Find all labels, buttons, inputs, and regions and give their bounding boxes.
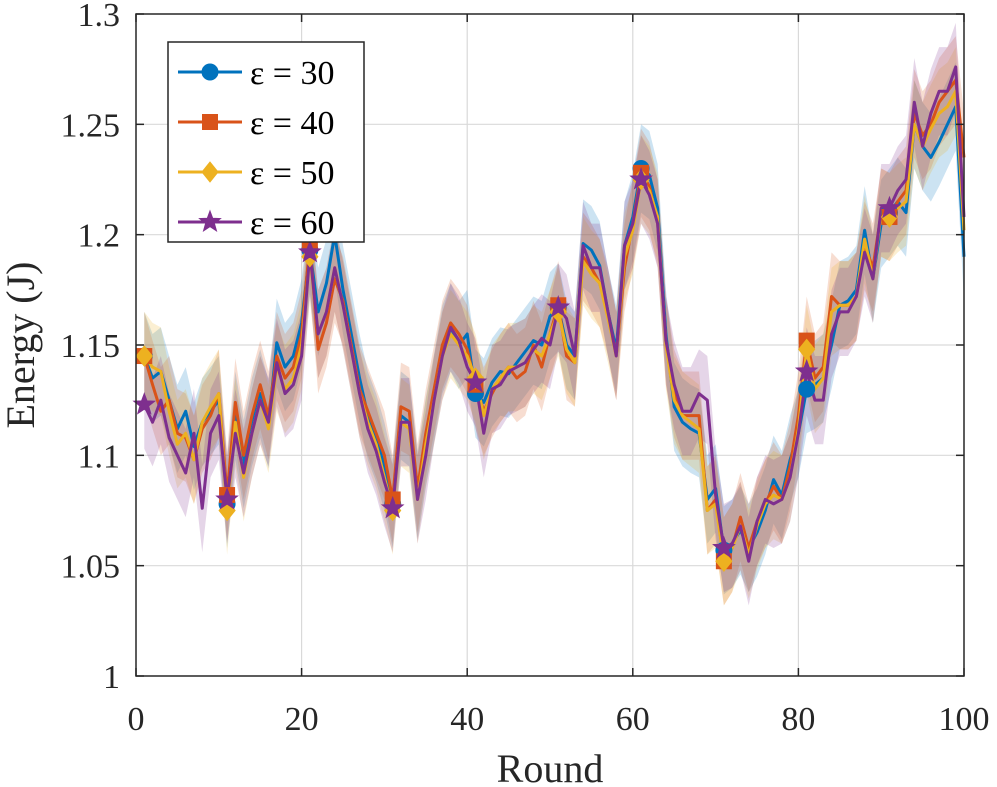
series-marker-1 (798, 380, 816, 398)
series-marker-3 (715, 550, 733, 573)
y-tick-label: 1.1 (78, 438, 121, 475)
y-axis-label: Energy (J) (0, 262, 43, 429)
series-marker-3 (135, 345, 153, 367)
legend-marker-3 (201, 161, 219, 183)
x-tick-label: 40 (450, 701, 484, 738)
y-tick-label: 1.3 (78, 0, 121, 34)
legend-marker-4 (198, 209, 222, 233)
legend: ε = 30 ε = 40 ε = 50 ε = 60 (167, 41, 365, 243)
series-marker-4 (794, 359, 819, 382)
y-tick-label: 1.15 (61, 328, 121, 365)
y-tick-label: 1 (103, 659, 120, 696)
legend-marker-1 (201, 63, 219, 81)
series-marker-4 (298, 239, 322, 263)
series-marker-4 (380, 495, 405, 519)
y-tick-label: 1.25 (61, 107, 121, 144)
x-tick-label: 100 (939, 701, 990, 738)
series-marker-4 (629, 167, 653, 190)
y-tick-label: 1.2 (78, 218, 121, 255)
legend-box (167, 41, 365, 243)
series-marker-4 (546, 295, 571, 318)
series-marker-4 (215, 487, 239, 510)
series-markers (132, 159, 902, 573)
y-tick-label: 1.05 (61, 549, 121, 586)
x-tick-label: 80 (781, 701, 815, 738)
legend-label-3: ε = 50 (250, 155, 334, 192)
legend-label-4: ε = 60 (250, 205, 334, 242)
legend-label-1: ε = 30 (250, 55, 334, 92)
x-tick-label: 0 (128, 701, 145, 738)
series-marker-4 (877, 195, 902, 219)
legend-marker-2 (202, 114, 218, 130)
series-marker-4 (712, 535, 736, 559)
legend-label-2: ε = 40 (250, 105, 334, 142)
x-tick-label: 60 (616, 701, 650, 738)
series-marker-4 (463, 370, 488, 393)
axis-ticks: 0 20 40 60 80 100 1 1.05 1.1 1.15 1.2 1.25 1.3 (61, 0, 990, 738)
x-axis-label: Round (497, 746, 604, 787)
x-tick-label: 20 (285, 701, 319, 738)
series-line-4 (142, 65, 966, 563)
